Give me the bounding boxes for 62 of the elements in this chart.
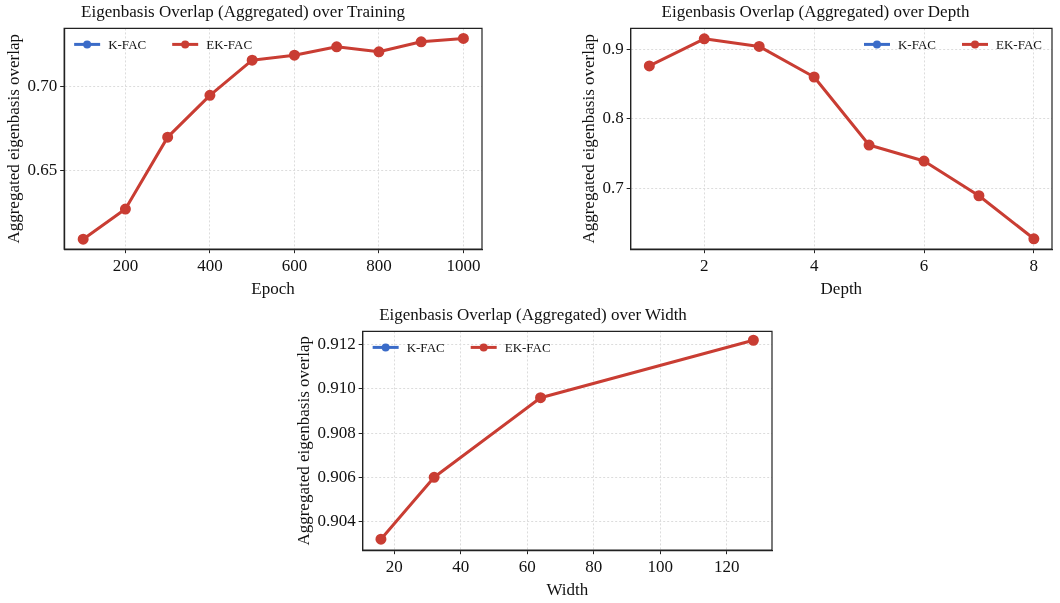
point [119,203,131,215]
point [288,49,300,61]
x-tick-label: 80 [585,556,603,576]
point [331,41,343,53]
x-tick-label: 600 [281,255,308,275]
point [428,471,440,483]
point [698,33,710,45]
point [457,32,469,44]
y-tick-label: 0.906 [317,466,356,486]
y-tick-label: 0.8 [602,108,624,128]
x-tick-label: 120 [714,556,740,576]
point [973,190,985,202]
x-tick-label: 1000 [446,255,481,275]
y-tick-label: 0.70 [27,76,58,96]
x-tick-label: 6 [919,255,929,275]
point [643,60,655,72]
x-tick-label: 4 [809,255,819,275]
legend-label: K-FAC [406,339,445,355]
y-tick-label: 0.7 [602,177,625,197]
y-axis-title: Aggregated eigenbasis overlap [293,336,313,546]
x-tick-label: 200 [112,255,139,275]
y-tick-label: 0.65 [27,160,58,180]
chart-title: Eigenbasis Overlap (Aggregated) over Depth [661,1,970,21]
point [204,89,216,101]
y-tick-label: 0.908 [317,422,356,442]
point [415,36,427,48]
point [918,155,930,167]
x-tick-label: 8 [1029,255,1039,275]
legend-label: K-FAC [108,36,147,52]
point [77,233,89,245]
point [373,46,385,58]
point [863,139,875,151]
point [375,533,387,545]
point [808,71,820,83]
point [535,392,547,404]
x-tick-label: 20 [385,556,403,576]
point [162,131,174,143]
point [747,334,759,346]
point [1028,233,1040,245]
legend-label: K-FAC [897,36,937,52]
legend-label: EK-FAC [206,36,253,52]
y-tick-label: 0.9 [602,38,624,58]
chart-title: Eigenbasis Overlap (Aggregated) over Width [379,304,688,324]
x-tick-label: 100 [647,556,674,576]
point [246,54,258,66]
x-tick-label: 40 [452,556,470,576]
y-axis-title: Aggregated eigenbasis overlap [578,34,598,244]
point [753,40,765,52]
x-tick-label: 800 [366,255,392,275]
x-axis-title: Depth [820,279,863,299]
x-tick-label: 400 [197,255,223,275]
y-tick-label: 0.904 [317,510,357,530]
chart-title: Eigenbasis Overlap (Aggregated) over Training [81,1,406,21]
y-axis-title: Aggregated eigenbasis overlap [3,34,23,244]
x-tick-label: 60 [518,556,536,576]
legend-label: EK-FAC [996,36,1042,52]
x-axis-title: Width [546,580,589,600]
legend-label: EK-FAC [504,339,551,355]
y-tick-label: 0.910 [317,378,356,398]
x-axis-title: Epoch [251,279,296,299]
y-tick-label: 0.912 [317,334,356,354]
x-tick-label: 2 [700,255,709,275]
